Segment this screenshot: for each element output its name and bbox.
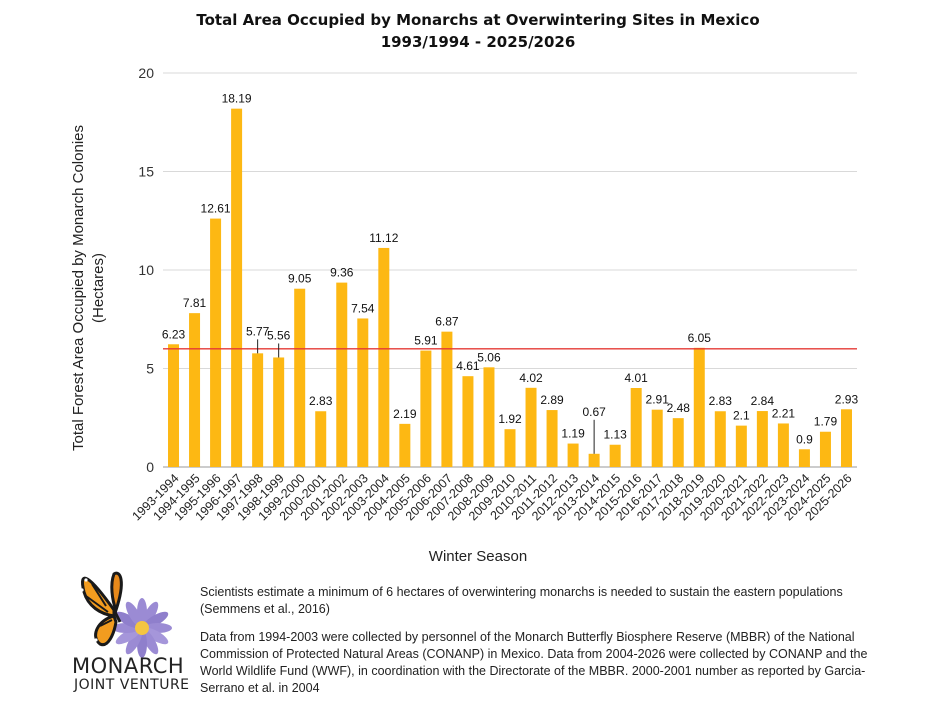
bar <box>357 318 369 467</box>
bar <box>420 350 432 467</box>
bar <box>168 344 180 467</box>
data-label: 2.48 <box>667 401 691 415</box>
data-label: 11.12 <box>369 231 398 245</box>
y-tick-label: 5 <box>146 361 154 377</box>
bar <box>378 247 390 467</box>
data-label: 5.06 <box>477 350 501 364</box>
y-axis-title-unit: (Hectares) <box>90 253 107 323</box>
data-label: 2.93 <box>835 392 859 406</box>
chart-subtitle: 1993/1994 - 2025/2026 <box>381 33 576 51</box>
data-label: 2.84 <box>751 394 775 408</box>
data-label: 4.01 <box>625 371 649 385</box>
data-label: 12.61 <box>201 202 231 216</box>
data-label: 2.91 <box>646 393 670 407</box>
data-label: 1.79 <box>814 415 838 429</box>
grid-lines: 0 5 10 15 20 <box>138 65 857 475</box>
bar <box>609 444 621 467</box>
data-label: 2.83 <box>709 394 733 408</box>
monarch-logo-icon <box>80 571 172 658</box>
data-label: 2.21 <box>772 406 796 420</box>
bar <box>483 367 495 467</box>
bar <box>672 418 684 467</box>
y-tick-label: 15 <box>138 164 154 180</box>
bar <box>252 353 264 467</box>
bars <box>168 108 852 468</box>
data-label: 9.05 <box>288 272 312 286</box>
data-label: 6.87 <box>435 315 459 329</box>
bar <box>819 431 831 467</box>
bar <box>231 108 243 468</box>
bar <box>294 288 306 467</box>
bar <box>567 443 579 467</box>
bar <box>273 357 285 467</box>
data-label: 2.1 <box>733 409 750 423</box>
x-axis-title: Winter Season <box>429 548 527 565</box>
bar <box>840 409 852 467</box>
data-label: 5.56 <box>267 328 291 342</box>
data-label: 2.83 <box>309 394 333 408</box>
logo-text-joint-venture: JOINT VENTURE <box>74 677 190 693</box>
data-label: 18.19 <box>222 92 252 106</box>
data-label: 2.89 <box>540 393 564 407</box>
data-label: 7.54 <box>351 301 375 315</box>
logo-text-monarch: MONARCH <box>72 654 185 678</box>
y-tick-label: 20 <box>138 65 154 81</box>
data-label: 2.19 <box>393 407 417 421</box>
bar <box>336 282 348 467</box>
bar <box>630 388 642 467</box>
bar <box>735 425 747 467</box>
data-labels: 6.23 7.81 12.61 18.19 5.775.56 9.05 2.83 9.36 7.… <box>162 92 859 454</box>
bar <box>714 411 726 467</box>
bar <box>462 376 474 467</box>
bar <box>399 423 411 467</box>
x-tick-labels: 1993-19941994-19951995-19961996-19971997… <box>129 471 854 523</box>
bar <box>756 411 768 467</box>
data-label: 1.92 <box>498 412 522 426</box>
data-label: 0.9 <box>796 432 813 446</box>
data-label: 6.23 <box>162 327 186 341</box>
y-tick-label: 10 <box>138 262 154 278</box>
data-label: 0.67 <box>582 405 606 419</box>
bar <box>441 331 453 467</box>
bar <box>210 218 222 467</box>
data-label: 5.91 <box>414 334 438 348</box>
data-label: 9.36 <box>330 266 354 280</box>
bar <box>546 410 558 467</box>
footer-source: Data from 1994-2003 were collected by pe… <box>200 630 868 695</box>
data-label: 1.13 <box>603 428 627 442</box>
bar <box>189 313 201 467</box>
y-axis-title: Total Forest Area Occupied by Monarch Co… <box>70 125 87 451</box>
bar <box>315 411 327 467</box>
bar <box>651 409 663 467</box>
data-label: 7.81 <box>183 296 207 310</box>
footer-notes: Scientists estimate a minimum of 6 hecta… <box>200 584 870 708</box>
bar <box>798 449 810 467</box>
bar <box>504 429 516 467</box>
footer-note: Scientists estimate a minimum of 6 hecta… <box>200 585 843 616</box>
y-tick-label: 0 <box>146 459 154 475</box>
bar <box>693 347 705 467</box>
bar <box>588 453 600 467</box>
data-label: 1.19 <box>561 427 585 441</box>
chart-title: Total Area Occupied by Monarchs at Overw… <box>196 11 759 29</box>
data-label: 4.61 <box>456 359 480 373</box>
bar <box>525 387 537 467</box>
data-label: 6.05 <box>688 331 712 345</box>
data-label: 4.02 <box>519 371 543 385</box>
bar <box>777 423 789 467</box>
data-label: 5.77 <box>246 324 270 338</box>
